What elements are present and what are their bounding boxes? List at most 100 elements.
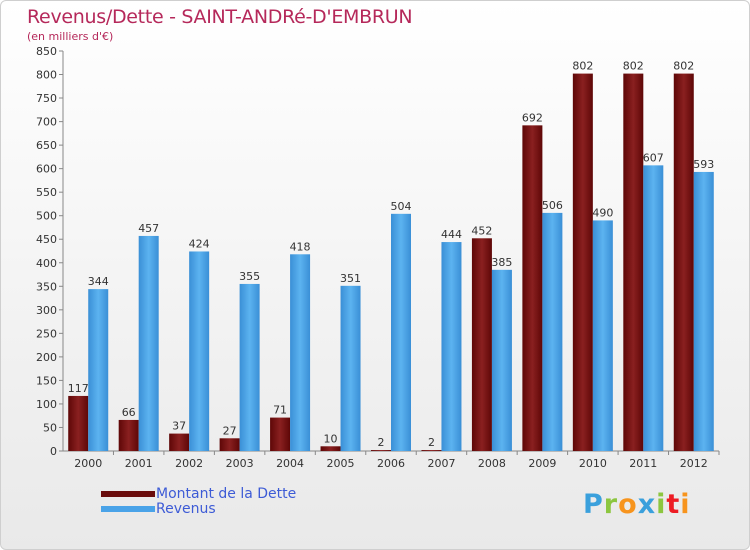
y-tick-label: 350: [36, 280, 57, 293]
logo-letter: i: [680, 489, 691, 520]
legend-swatch-revenus: [101, 506, 155, 512]
bar-dette-2009: [522, 125, 543, 452]
y-tick-label: 400: [36, 257, 57, 270]
bar-revenus-2002: [189, 251, 210, 451]
y-tick-label: 200: [36, 351, 57, 364]
data-label-dette-2000: 117: [68, 382, 89, 395]
x-tick-label-2006: 2006: [377, 457, 405, 470]
bar-revenus-2001: [138, 235, 159, 451]
bar-revenus-2000: [88, 289, 109, 451]
data-label-revenus-2003: 355: [239, 270, 260, 283]
legend-label-revenus: Revenus: [156, 501, 216, 517]
bar-revenus-2010: [592, 220, 613, 451]
logo-letter: o: [618, 489, 638, 520]
bar-dette-2002: [169, 433, 190, 451]
data-label-dette-2010: 802: [572, 60, 593, 73]
bar-dette-2003: [219, 438, 240, 451]
x-tick-label-2010: 2010: [579, 457, 607, 470]
y-tick-label: 500: [36, 210, 57, 223]
bars: [68, 73, 714, 452]
x-tick-label-2012: 2012: [680, 457, 708, 470]
bar-dette-2004: [270, 417, 291, 451]
y-tick-label: 0: [50, 445, 57, 458]
bar-dette-2007: [421, 450, 442, 451]
data-label-revenus-2002: 424: [189, 237, 210, 250]
y-tick-label: 650: [36, 139, 57, 152]
y-tick-label: 700: [36, 116, 57, 129]
proxiti-logo: Proxiti: [583, 489, 691, 520]
bar-dette-2012: [673, 73, 694, 452]
data-label-revenus-2001: 457: [138, 222, 159, 235]
data-label-revenus-2005: 351: [340, 272, 361, 285]
y-tick-label: 600: [36, 163, 57, 176]
legend-label-dette: Montant de la Dette: [156, 486, 297, 502]
bar-revenus-2009: [542, 212, 563, 451]
logo-letter: P: [583, 489, 604, 520]
y-tick-label: 150: [36, 374, 57, 387]
bar-revenus-2008: [491, 269, 512, 451]
data-label-dette-2004: 71: [273, 404, 287, 417]
logo-letter: x: [637, 489, 657, 520]
x-tick-label-2005: 2005: [327, 457, 355, 470]
data-label-dette-2007: 2: [428, 436, 435, 449]
x-tick-label-2000: 2000: [74, 457, 102, 470]
value-labels: 117 344 66 457 37 424 27 355 71 418 10 351 2 504 2 444 4…: [68, 60, 715, 449]
bar-dette-2011: [623, 73, 644, 452]
data-label-dette-2012: 802: [673, 60, 694, 73]
x-tick-label-2008: 2008: [478, 457, 506, 470]
data-label-dette-2011: 802: [623, 60, 644, 73]
chart-subtitle: (en milliers d'€): [27, 30, 114, 43]
bar-revenus-2007: [441, 242, 462, 451]
x-tick-label-2001: 2001: [125, 457, 153, 470]
x-tick-label-2007: 2007: [427, 457, 455, 470]
data-label-dette-2006: 2: [378, 436, 385, 449]
x-tick-label-2009: 2009: [528, 457, 556, 470]
data-label-dette-2008: 452: [471, 224, 492, 237]
data-label-revenus-2004: 418: [290, 240, 311, 253]
bar-revenus-2012: [693, 171, 714, 452]
y-tick-label: 100: [36, 398, 57, 411]
data-label-dette-2009: 692: [522, 111, 543, 124]
axes: 0 50 100 150 200 250 300 350 400 450 500 550 600 650 7…: [36, 45, 720, 470]
x-tick-label-2004: 2004: [276, 457, 304, 470]
data-label-revenus-2007: 444: [441, 228, 462, 241]
legend-swatch-dette: [101, 491, 155, 497]
bar-revenus-2006: [391, 213, 411, 451]
bar-dette-2010: [572, 73, 593, 452]
y-tick-label: 300: [36, 304, 57, 317]
bar-dette-2001: [118, 419, 139, 451]
logo-letter: i: [656, 489, 667, 520]
bar-revenus-2011: [643, 165, 664, 451]
bar-revenus-2003: [239, 283, 260, 451]
x-tick-label-2003: 2003: [226, 457, 254, 470]
y-tick-label: 850: [36, 45, 57, 58]
logo-letter: r: [603, 489, 619, 520]
y-tick-label: 800: [36, 69, 57, 82]
bar-revenus-2005: [340, 285, 361, 451]
bar-dette-2008: [471, 238, 492, 451]
data-label-revenus-2010: 490: [592, 206, 613, 219]
data-label-dette-2005: 10: [324, 432, 338, 445]
logo-letter: t: [666, 489, 681, 520]
x-tick-label-2011: 2011: [629, 457, 657, 470]
bar-dette-2005: [320, 446, 341, 451]
data-label-revenus-2011: 607: [643, 151, 664, 164]
chart-title: Revenus/Dette - SAINT-ANDRé-D'EMBRUN: [27, 6, 413, 28]
bar-revenus-2004: [290, 254, 311, 451]
data-label-dette-2003: 27: [223, 424, 237, 437]
x-tick-label-2002: 2002: [175, 457, 203, 470]
y-tick-label: 50: [43, 421, 57, 434]
bar-dette-2006: [371, 450, 391, 451]
bar-dette-2000: [68, 395, 89, 451]
y-tick-label: 450: [36, 233, 57, 246]
y-tick-label: 750: [36, 92, 57, 105]
data-label-revenus-2012: 593: [693, 158, 714, 171]
y-tick-label: 250: [36, 327, 57, 340]
data-label-dette-2001: 66: [122, 406, 136, 419]
data-label-revenus-2008: 385: [491, 256, 512, 269]
y-tick-label: 550: [36, 186, 57, 199]
data-label-revenus-2000: 344: [88, 275, 109, 288]
data-label-dette-2002: 37: [172, 420, 186, 433]
